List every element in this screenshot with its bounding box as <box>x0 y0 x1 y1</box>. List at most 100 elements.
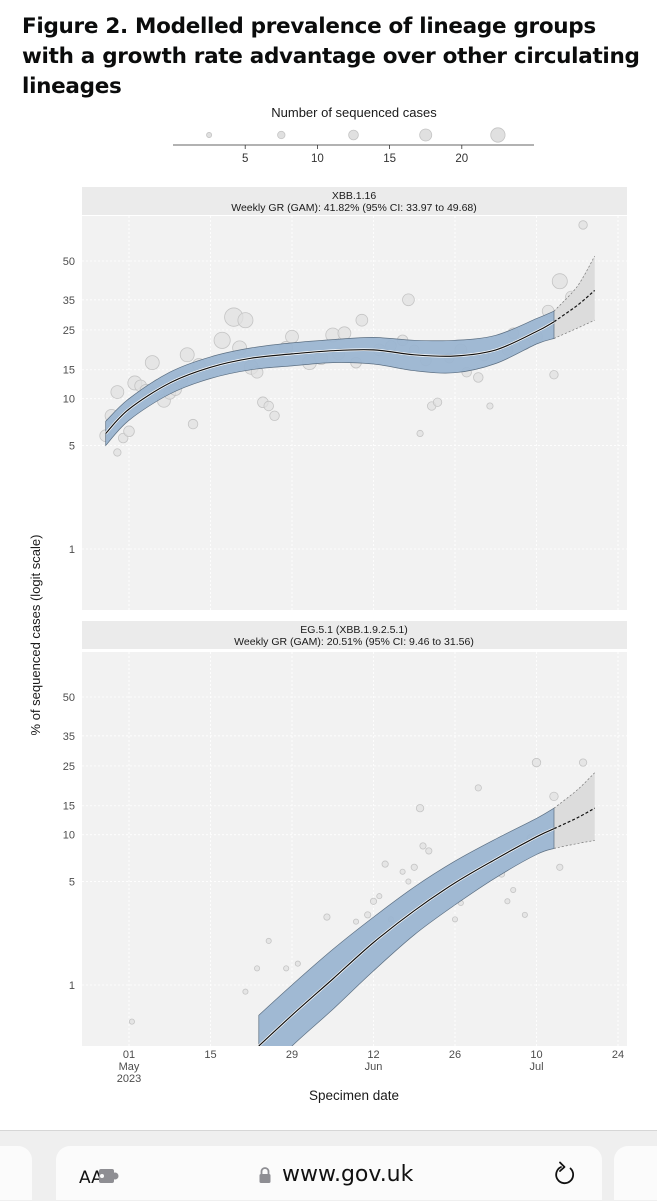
y-tick-label: 10 <box>63 830 75 842</box>
data-point <box>123 425 135 438</box>
data-point <box>369 897 378 905</box>
x-axis-label: Specimen date <box>309 1088 399 1103</box>
data-point <box>179 347 195 363</box>
facet-strip <box>82 187 627 215</box>
y-tick-label: 50 <box>63 692 75 704</box>
url-text[interactable]: www.gov.uk <box>282 1162 414 1187</box>
y-tick-label: 5 <box>69 441 75 453</box>
data-point <box>425 847 433 855</box>
data-point <box>353 918 360 925</box>
y-tick-label: 35 <box>63 731 75 743</box>
x-tick-label: Jun <box>365 1061 383 1073</box>
data-point <box>323 913 331 921</box>
y-tick-label: 1 <box>69 980 75 992</box>
legend-tick-label: 15 <box>383 153 396 165</box>
data-point <box>549 370 559 380</box>
data-point <box>510 886 517 893</box>
data-point <box>269 410 280 421</box>
data-point <box>432 397 443 407</box>
projection-mid-line <box>553 807 595 830</box>
y-tick-label: 15 <box>63 365 75 377</box>
data-point <box>294 960 301 967</box>
x-tick-label: Jul <box>529 1061 543 1073</box>
data-point <box>263 400 274 412</box>
data-point <box>237 312 254 329</box>
legend-tick-label: 20 <box>455 153 468 165</box>
panel-plot-area <box>128 757 595 1046</box>
extension-icon[interactable] <box>98 1167 120 1185</box>
data-point <box>402 293 415 307</box>
data-point <box>474 784 482 792</box>
legend-title: Number of sequenced cases <box>271 105 437 120</box>
legend-size-circle <box>348 129 359 141</box>
facet-strip <box>82 621 627 649</box>
x-tick-label: 01 <box>123 1049 135 1061</box>
x-tick-label: 26 <box>449 1049 461 1061</box>
fit-ci-band <box>105 310 555 447</box>
panel-plot-area <box>99 220 596 457</box>
data-point <box>283 965 290 972</box>
x-tick-label: 24 <box>612 1049 624 1061</box>
data-point <box>265 937 272 944</box>
y-tick-label: 15 <box>63 801 75 813</box>
y-axis-label: % of sequenced cases (logit scale) <box>28 535 43 736</box>
x-tick-label: 29 <box>286 1049 298 1061</box>
data-point <box>419 842 427 850</box>
size-legend: Number of sequenced cases 5 10 15 20 <box>173 105 534 165</box>
data-point <box>187 418 199 430</box>
data-point <box>399 868 406 875</box>
data-point <box>128 1018 135 1025</box>
data-point <box>410 863 418 871</box>
data-point <box>473 372 484 383</box>
data-point <box>254 965 261 972</box>
data-point <box>285 329 299 344</box>
facet-title: EG.5.1 (XBB.1.9.2.5.1) <box>300 624 407 636</box>
data-point <box>113 448 122 457</box>
data-point <box>521 911 528 918</box>
data-point <box>556 863 564 871</box>
projection-lower-line <box>553 319 595 339</box>
projection-upper-line <box>553 772 595 809</box>
data-point <box>213 331 231 349</box>
y-tick-label: 5 <box>69 877 75 889</box>
facet-subtitle: Weekly GR (GAM): 41.82% (95% CI: 33.97 t… <box>231 202 477 214</box>
next-tab-preview[interactable] <box>614 1146 657 1200</box>
data-point <box>551 273 568 290</box>
data-point <box>504 898 511 905</box>
reload-icon[interactable] <box>552 1160 578 1188</box>
y-tick-label: 1 <box>69 544 75 556</box>
text-size-label: AA <box>79 1168 103 1188</box>
y-tick-label: 25 <box>63 325 75 337</box>
data-point <box>451 916 458 923</box>
data-point <box>144 355 160 371</box>
projection-lower-line <box>553 840 595 849</box>
facet-subtitle: Weekly GR (GAM): 20.51% (95% CI: 9.46 to… <box>234 636 474 648</box>
data-point <box>364 911 372 919</box>
data-point <box>376 893 383 900</box>
data-point <box>355 313 369 327</box>
data-point <box>578 220 588 230</box>
y-tick-label: 10 <box>63 394 75 406</box>
fit-line <box>258 828 555 1046</box>
data-point <box>531 757 542 768</box>
x-tick-label: 2023 <box>117 1073 141 1085</box>
x-tick-label: 10 <box>530 1049 542 1061</box>
data-point <box>416 429 424 438</box>
text-size-icon[interactable]: AA <box>79 1164 103 1189</box>
legend-size-circle <box>206 132 213 138</box>
y-tick-label: 35 <box>63 295 75 307</box>
address-bar[interactable] <box>56 1146 602 1200</box>
lock-icon <box>259 1167 271 1183</box>
x-tick-label: 12 <box>367 1049 379 1061</box>
legend-size-circle <box>277 130 286 140</box>
data-point <box>337 326 352 341</box>
y-tick-label: 50 <box>63 256 75 268</box>
data-point <box>405 878 412 885</box>
data-point <box>486 402 494 410</box>
previous-tab-preview[interactable] <box>0 1146 32 1200</box>
figure-title: Figure 2. Modelled prevalence of lineage… <box>22 14 640 99</box>
fit-line <box>105 321 555 434</box>
